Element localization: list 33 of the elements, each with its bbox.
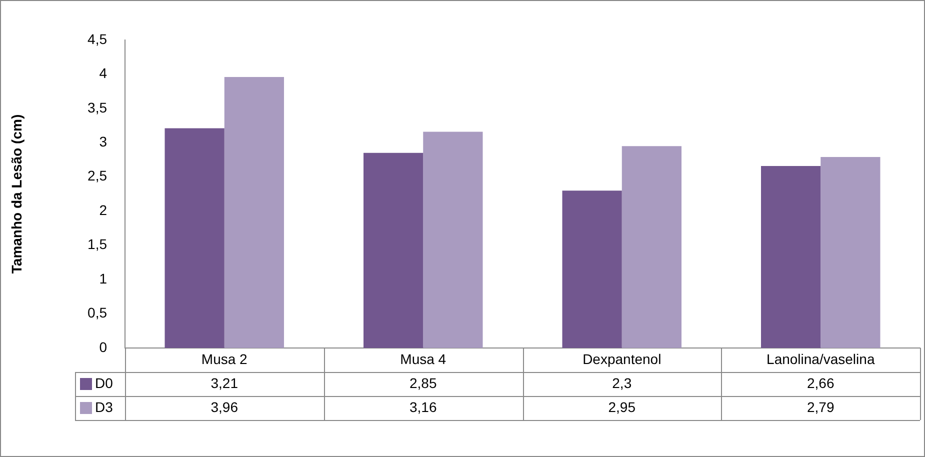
- bar: [164, 128, 224, 348]
- legend-label: D0: [95, 374, 114, 391]
- bar: [622, 146, 682, 348]
- bar: [761, 166, 821, 348]
- x-tick-label: Musa 4: [400, 350, 446, 367]
- y-tick-label: 0,5: [88, 304, 108, 321]
- data-label: 3,96: [210, 398, 238, 415]
- data-label: 2,3: [612, 374, 632, 391]
- x-tick-label: Dexpantenol: [582, 350, 662, 367]
- bar: [562, 190, 622, 348]
- bar: [364, 152, 424, 348]
- data-label: 3,16: [410, 398, 437, 415]
- data-label: 3,21: [210, 374, 238, 391]
- y-tick-label: 4: [99, 65, 108, 82]
- y-tick-label: 2: [99, 202, 108, 218]
- y-tick-label: 3,5: [88, 99, 108, 116]
- y-tick-label: 1,5: [88, 236, 108, 252]
- data-label: 2,95: [608, 398, 636, 415]
- y-tick-label: 1: [99, 270, 108, 286]
- x-tick-label: Musa 2: [201, 350, 248, 367]
- data-label: 2,79: [807, 398, 834, 415]
- y-tick-label: 4,5: [88, 30, 108, 47]
- y-tick-label: 3: [99, 134, 108, 150]
- data-label: 2,85: [410, 374, 437, 391]
- data-label: 2,66: [807, 374, 834, 391]
- bar: [423, 132, 483, 348]
- y-tick-label: 0: [99, 338, 108, 355]
- y-tick-label: 2,5: [88, 168, 108, 184]
- bar: [224, 76, 284, 348]
- legend-label: D3: [95, 398, 114, 415]
- bar: [820, 157, 880, 348]
- y-axis-title: Tamanho da Lesão (cm): [8, 114, 24, 274]
- x-tick-label: Lanolina/vaselina: [766, 350, 875, 367]
